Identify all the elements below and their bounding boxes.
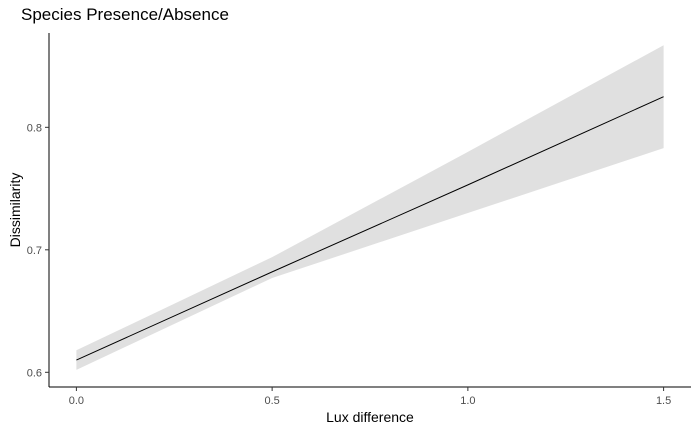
y-tick-label: 0.8 xyxy=(27,122,42,134)
x-tick-label: 0.0 xyxy=(69,395,84,407)
y-tick-label: 0.7 xyxy=(27,245,42,257)
y-axis-title: Dissimilarity xyxy=(7,173,23,248)
confidence-ribbon xyxy=(76,45,664,370)
x-tick-label: 1.0 xyxy=(460,395,475,407)
y-tick-label: 0.6 xyxy=(27,367,42,379)
fit-line xyxy=(76,96,664,361)
x-axis-title: Lux difference xyxy=(326,409,414,425)
x-tick-label: 0.5 xyxy=(264,395,279,407)
chart-title: Species Presence/Absence xyxy=(21,5,229,24)
x-tick-label: 1.5 xyxy=(656,395,671,407)
